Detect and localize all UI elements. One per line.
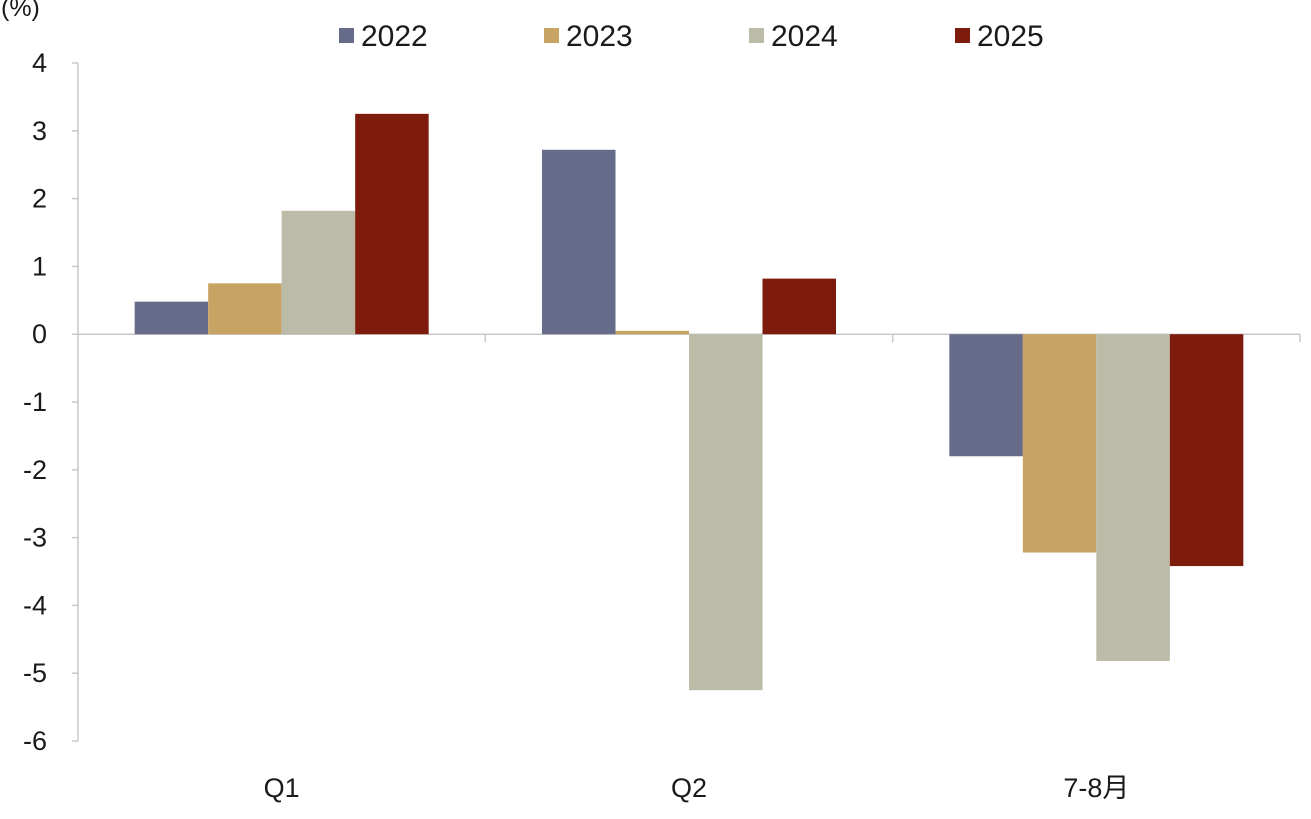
bar-2025-1 [762,278,836,335]
bar-2024-1 [689,334,763,691]
y-tick-label: -2 [23,455,47,485]
bar-2022-1 [542,149,616,335]
legend-label-2024: 2024 [771,20,838,53]
legend-swatch-2025 [955,28,970,43]
bar-2023-1 [615,330,689,335]
bars [134,113,1244,691]
bar-2024-0 [281,210,356,335]
y-tick-label: -3 [23,523,47,553]
y-tick-label: 2 [32,184,47,214]
x-category-label: Q1 [264,773,300,803]
y-tick-label: -1 [23,387,47,417]
bar-2025-2 [1169,334,1244,567]
legend-swatch-2023 [544,28,559,43]
y-axis-unit-label: (%) [1,0,40,22]
legend: 2022 2023 2024 2025 [339,20,1044,53]
y-tick-label: 0 [32,319,47,349]
x-category-label: 7-8月 [1063,773,1129,803]
bar-2024-2 [1096,334,1170,661]
y-tick-label: -6 [23,726,47,756]
x-category-label: Q2 [671,773,707,803]
legend-label-2022: 2022 [361,20,428,53]
legend-label-2023: 2023 [566,20,633,53]
y-tick-label: -5 [23,658,47,688]
y-tick-label: 1 [32,251,47,281]
y-tick-label: -4 [23,590,47,620]
legend-swatch-2022 [339,28,354,43]
legend-swatch-2024 [749,28,764,43]
legend-label-2025: 2025 [977,20,1044,53]
y-tick-label: 3 [32,116,47,146]
bar-2023-0 [208,283,282,335]
bar-2022-0 [134,301,209,335]
bar-2023-2 [1022,334,1097,553]
bar-2022-2 [949,334,1023,457]
y-tick-label: 4 [32,48,47,78]
bar-2025-0 [355,113,429,335]
